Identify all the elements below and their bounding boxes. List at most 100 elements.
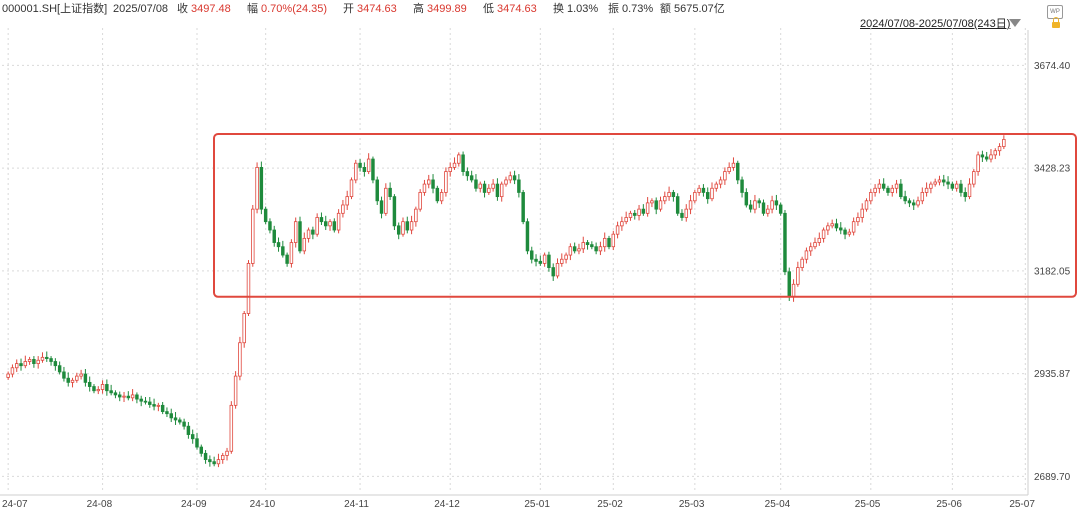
candle [14,359,19,372]
candle [285,252,289,267]
candle-body [654,200,658,210]
candle-body [315,217,319,235]
candle [581,236,585,253]
candle-body [744,192,749,206]
candle [422,179,427,196]
candle-body [525,221,530,252]
candle [821,227,826,243]
candle [79,369,83,380]
candle [70,377,75,388]
candle-body [75,375,79,381]
candle-body [118,394,122,398]
candle [216,453,221,468]
candle [384,183,388,216]
candle-body [70,379,75,383]
candle-body [645,202,650,214]
candle [869,189,873,205]
candle [435,185,440,204]
candle-body [916,200,920,206]
candle [328,219,332,231]
candle [319,212,324,226]
candle [508,171,513,184]
candle-body [864,200,869,210]
candle-body [332,221,337,231]
x-tick-label: 24-08 [87,499,113,510]
candle-body [877,183,882,189]
lock-icon[interactable] [1052,17,1060,28]
candle-body [418,192,422,210]
candle [401,217,405,237]
candle [890,184,894,197]
candle [96,386,101,395]
candle [336,209,341,234]
candle [118,391,122,402]
candle-body [731,162,736,168]
candle [680,209,684,221]
candle-body [869,192,873,202]
candle-body [778,204,783,214]
candle-body [345,196,349,206]
candle [263,206,268,225]
candle-body [135,394,139,400]
candle-body [770,200,774,210]
date-range-selector[interactable]: 2024/07/08-2025/07/08(243日) [860,16,1010,32]
candle [886,185,890,196]
candle-body [242,313,246,344]
candle-body [212,461,216,465]
candle-body [757,200,761,204]
candle-body [354,162,358,181]
candle-body [512,175,517,181]
candle [594,242,598,255]
candle-body [984,156,989,160]
candle-body [727,167,731,172]
candle-body [173,417,178,421]
date-range-text[interactable]: 2024/07/08-2025/07/08(243日) [860,18,1011,30]
candle [341,199,345,218]
candle-body [598,246,603,252]
candle-body [293,221,298,243]
candle [572,242,577,254]
candle [783,209,787,276]
candle-body [474,179,478,189]
x-tick-label: 25-03 [679,499,705,510]
candle [396,222,401,240]
candle-body [487,187,491,193]
candle-body [208,459,212,463]
candle [911,199,916,210]
y-tick-label: 2935.87 [1034,369,1071,380]
candle [577,243,581,255]
candle [933,178,937,187]
candle [620,216,624,231]
candle-body [517,179,521,193]
candle [298,216,302,254]
candle [478,181,482,193]
candle-body [675,196,680,214]
candle [371,156,375,184]
candle [942,174,946,187]
candle-body [748,204,753,210]
candle [774,194,779,210]
candle-body [903,196,907,202]
candle [967,178,972,200]
candle-body [650,200,654,204]
candle-body [894,183,899,189]
candle-body [371,158,375,181]
candle [482,180,487,198]
candle-body [886,187,890,193]
candle [62,366,66,382]
candle-body [967,183,972,198]
candle [813,237,817,250]
candle-body [963,192,967,198]
candle [362,162,367,177]
candle-body [843,229,847,235]
candle-body [414,208,418,223]
chevron-down-icon[interactable] [1009,19,1021,27]
candle [465,167,470,181]
candle-body [736,162,740,181]
candle [156,402,161,412]
candle [757,198,761,208]
candle-body [319,217,324,223]
candle-body [808,246,813,252]
amount-label: 额 [660,3,671,15]
